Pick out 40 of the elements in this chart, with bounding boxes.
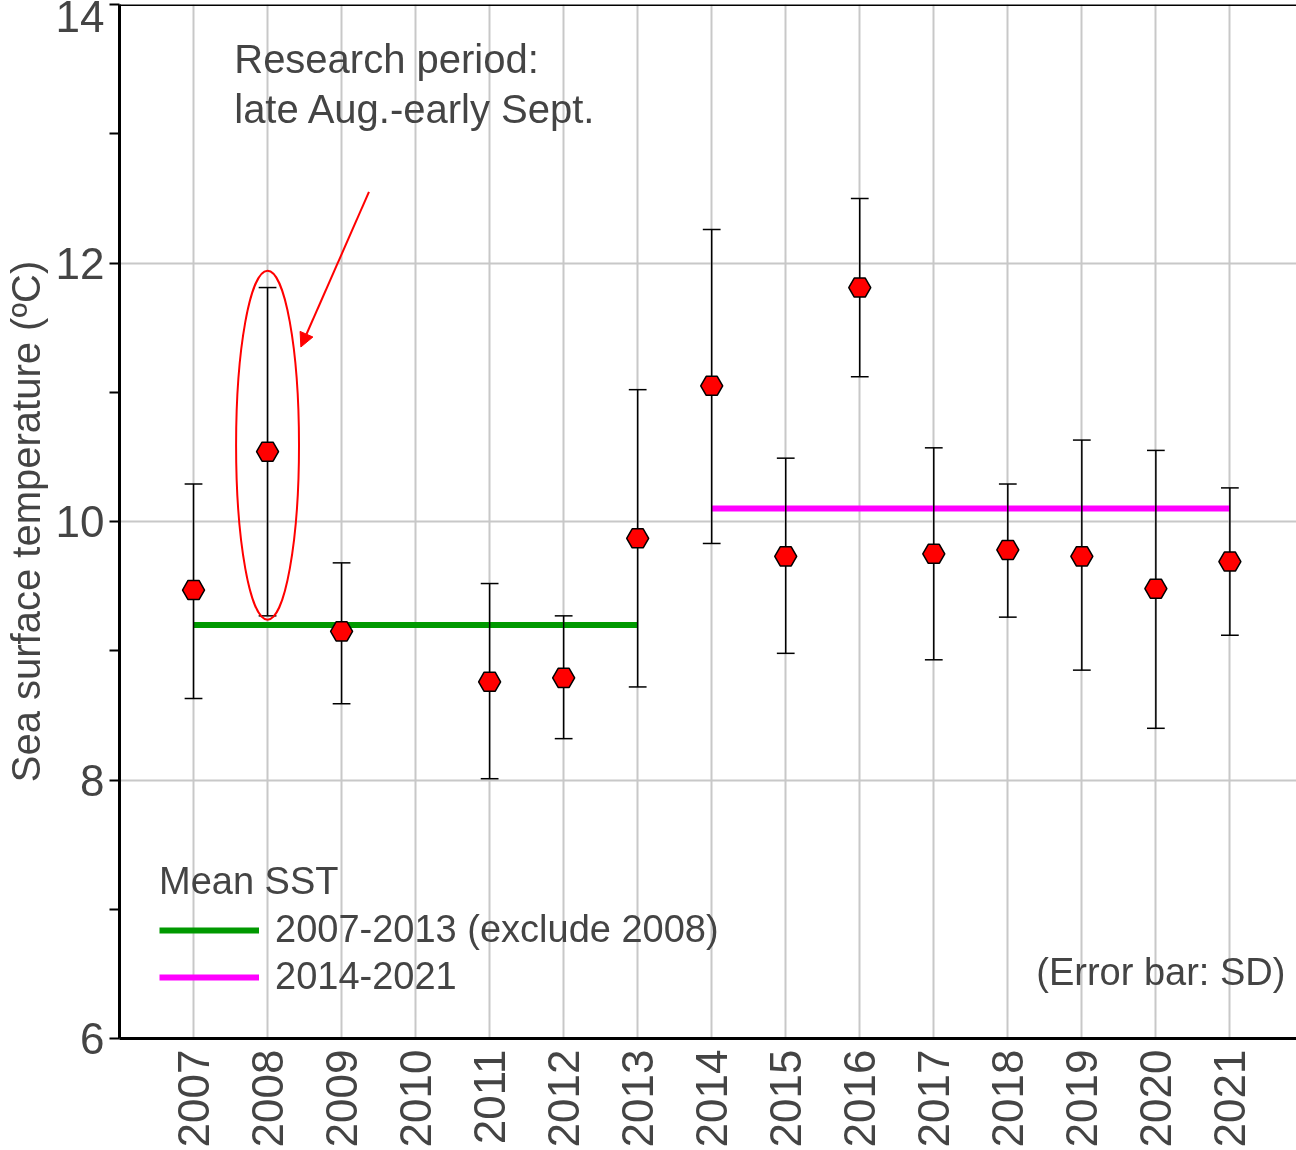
- x-tick-label: 2015: [761, 1049, 811, 1148]
- annotation: Research period: late Aug.-early Sept.: [234, 36, 595, 132]
- x-tick-label: 2011: [465, 1049, 515, 1145]
- x-tick-label: 2020: [1131, 1049, 1181, 1148]
- x-tick-label: 2012: [539, 1049, 589, 1148]
- point: [699, 375, 724, 397]
- point: [625, 528, 650, 549]
- y-tick-label: 8: [80, 755, 105, 805]
- point: [773, 546, 798, 567]
- y-tick-label: 10: [55, 497, 105, 546]
- point: [477, 671, 502, 693]
- x-tick-label: 2018: [983, 1049, 1033, 1148]
- point: [255, 441, 280, 462]
- y-axis-title: Sea surface temperature (ºC): [3, 260, 48, 783]
- point: [1144, 578, 1168, 599]
- point: [848, 277, 872, 298]
- x-tick-label: 2016: [835, 1049, 885, 1148]
- point: [1070, 546, 1094, 567]
- x-tick-label: 2013: [613, 1049, 663, 1148]
- y-tick-label: 12: [55, 238, 105, 288]
- x-tick-label: 2014: [687, 1049, 737, 1148]
- x-tick-label: 2021: [1205, 1049, 1255, 1148]
- annotation: (Error bar: SD): [1036, 951, 1286, 994]
- x-tick-label: 2009: [317, 1049, 367, 1148]
- x-tick-label: 2007: [169, 1049, 219, 1148]
- x-tick-label: 2019: [1057, 1049, 1107, 1148]
- legend-label: 2007-2013 (exclude 2008): [275, 908, 719, 951]
- point: [1218, 551, 1242, 572]
- y-tick-label: 14: [55, 0, 105, 41]
- point: [922, 543, 946, 565]
- point: [996, 539, 1020, 561]
- x-tick-label: 2008: [243, 1049, 293, 1148]
- point: [181, 579, 206, 601]
- legend-title: Mean SST: [159, 860, 340, 903]
- legend-label: 2014-2021: [275, 955, 457, 998]
- point: [551, 667, 576, 689]
- x-tick-label: 2017: [909, 1049, 959, 1148]
- x-tick-label: 2010: [391, 1049, 441, 1148]
- point: [329, 621, 354, 642]
- y-tick-label: 6: [80, 1014, 105, 1063]
